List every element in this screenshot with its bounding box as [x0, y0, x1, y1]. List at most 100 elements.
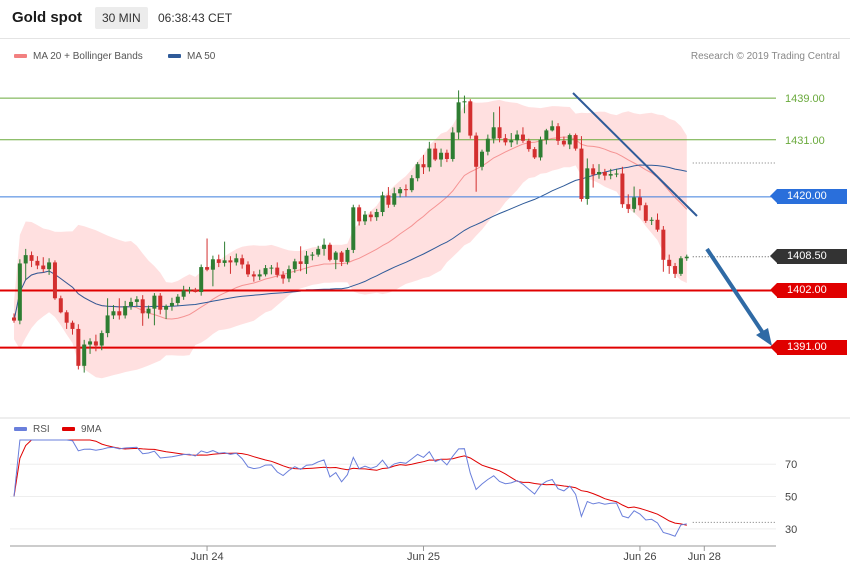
candle-body [538, 139, 543, 158]
candle-body [298, 261, 303, 264]
candle-body [181, 290, 186, 297]
x-tick-label: Jun 26 [623, 551, 656, 563]
candle-body [649, 219, 654, 221]
candle-body [93, 341, 98, 346]
candle-body [339, 252, 344, 262]
candle-body [602, 171, 607, 176]
legend-ma50: MA 50 [168, 51, 215, 62]
candle-body [456, 102, 461, 133]
candle-body [129, 301, 133, 307]
candle-body [23, 255, 28, 264]
candle-body [620, 173, 625, 205]
candle-body [415, 164, 420, 179]
candle-body [608, 174, 613, 176]
candle-body [205, 267, 210, 270]
candle-body [684, 256, 689, 259]
candle-body [597, 171, 601, 175]
candle-body [573, 135, 578, 149]
candle-body [281, 274, 286, 279]
candle-body [240, 258, 245, 265]
candle-body [556, 126, 561, 141]
candle-body [386, 195, 391, 205]
candle-body [532, 149, 537, 158]
legend-bollinger: MA 20 + Bollinger Bands [14, 51, 143, 62]
candle-body [614, 173, 619, 175]
candle-body [316, 248, 321, 255]
candle-body [561, 140, 566, 145]
candle-body [169, 302, 174, 307]
candle-body [643, 205, 648, 221]
candle-body [398, 189, 403, 194]
candle-body [58, 298, 63, 313]
candle-body [275, 267, 280, 275]
instrument-title: Gold spot [12, 9, 82, 26]
candle-body [509, 140, 514, 143]
timeframe-selector[interactable]: 30 MIN [95, 7, 148, 29]
candle-body [228, 260, 233, 263]
candle-body [485, 138, 490, 152]
bollinger-band [14, 99, 687, 379]
candle-body [673, 266, 678, 274]
rsi-tick-50: 50 [785, 492, 797, 504]
rsi-ma-swatch [62, 427, 75, 432]
candle-body [491, 127, 496, 139]
rsi-label: RSI [33, 424, 50, 435]
candle-body [515, 134, 520, 141]
candle-body [246, 264, 250, 275]
price-badge-1391-00: 1391.00 [770, 340, 847, 356]
candle-body [99, 333, 104, 346]
level-label-1439-00: 1439.00 [785, 93, 825, 105]
candle-body [363, 214, 367, 222]
candle-body [257, 274, 262, 277]
projection-arrow-shaft [705, 247, 767, 338]
candle-body [152, 295, 157, 309]
rsi-ma-line [13, 439, 687, 526]
candle-body [187, 289, 192, 291]
rsi-tick-70: 70 [785, 459, 797, 471]
candle-body [392, 193, 397, 205]
candle-body [216, 259, 221, 263]
candle-body [503, 138, 508, 143]
candle-body [421, 164, 426, 168]
candle-body [333, 252, 338, 260]
candle-body [380, 195, 385, 212]
candle-body [368, 214, 373, 218]
candle-body [164, 306, 169, 310]
price-badge-1402-00: 1402.00 [770, 282, 847, 298]
candle-body [567, 135, 572, 145]
candle-body [351, 207, 356, 250]
candle-body [140, 299, 145, 314]
clock: 06:38:43 CET [158, 11, 233, 25]
chart-header: Gold spot 30 MIN 06:38:43 CET [0, 0, 850, 39]
candle-body [480, 151, 484, 167]
candle-body [667, 259, 672, 267]
level-label-1431-00: 1431.00 [785, 135, 825, 147]
candle-body [550, 126, 555, 131]
x-tick-label: Jun 24 [191, 551, 224, 563]
candle-body [82, 344, 87, 366]
candle-body [35, 260, 40, 266]
candle-body [474, 135, 479, 167]
candle-body [134, 299, 139, 302]
legend-rsi-ma: 9MA [62, 424, 102, 435]
candle-body [52, 262, 57, 299]
candle-body [444, 152, 449, 159]
credit-text: Research © 2019 Trading Central [690, 51, 840, 62]
candle-body [626, 204, 631, 209]
candle-body [661, 229, 666, 260]
candle-body [304, 255, 309, 264]
candle-body [193, 289, 198, 293]
candles [12, 90, 689, 373]
candle-body [158, 295, 163, 310]
candle-body [526, 140, 531, 150]
candle-body [210, 259, 215, 270]
candle-body [427, 148, 432, 168]
candle-body [468, 101, 473, 136]
candle-body [199, 267, 204, 293]
candle-body [322, 244, 327, 249]
candle-body [433, 148, 438, 160]
candle-body [579, 148, 584, 200]
candle-body [327, 244, 332, 260]
candle-body [497, 127, 502, 139]
